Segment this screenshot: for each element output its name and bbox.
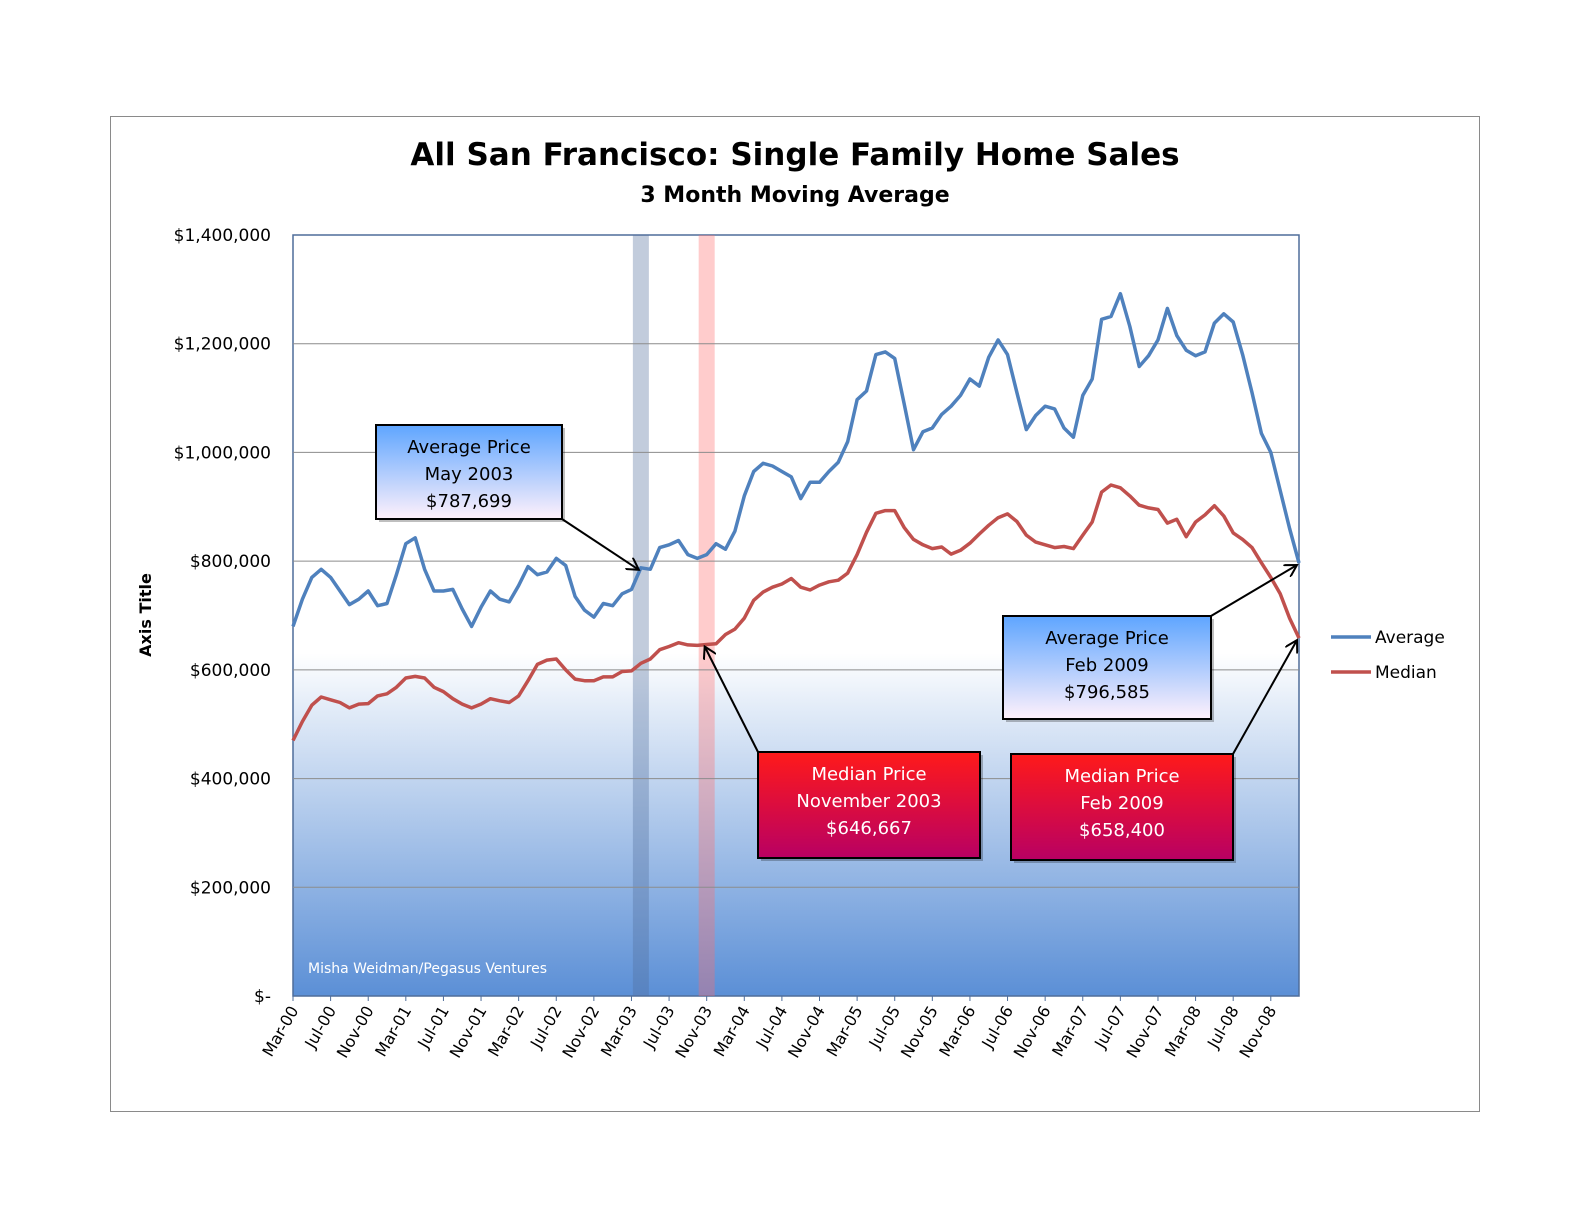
x-tick-label: Mar-05	[822, 1003, 866, 1060]
x-tick-label: Jul-02	[526, 1003, 566, 1053]
series-lines	[291, 291, 1301, 742]
series-line-average	[291, 291, 1301, 629]
x-tick-label: Mar-04	[710, 1003, 754, 1060]
x-tick-label: Mar-01	[371, 1003, 415, 1060]
highlight-band-0	[632, 235, 649, 996]
x-tick-label: Mar-06	[935, 1003, 979, 1060]
x-tick-label: Nov-06	[1010, 1003, 1055, 1062]
annotation-box-3: Median Price Feb 2009 $658,400	[1010, 753, 1236, 863]
y-tick-label: $1,400,000	[174, 226, 271, 246]
highlight-bands	[632, 235, 715, 996]
x-tick-label: Nov-07	[1123, 1003, 1168, 1062]
legend: Average Median	[1331, 628, 1445, 683]
annotation-text: November 2003	[796, 791, 941, 812]
annotation-text: May 2003	[425, 464, 514, 485]
x-tick-label: Jul-04	[752, 1003, 792, 1053]
y-tick-label: $600,000	[190, 661, 271, 681]
x-tick-label: Jul-01	[413, 1003, 453, 1053]
x-tick-label: Nov-03	[671, 1003, 716, 1062]
annotation-text: Median Price	[1064, 766, 1179, 787]
annotation-arrow-2	[1210, 565, 1297, 617]
annotation-text: $658,400	[1079, 820, 1165, 841]
x-tick-label: Nov-04	[784, 1003, 829, 1062]
annotation-arrow-1	[705, 646, 759, 753]
y-axis-title: Axis Title	[136, 573, 155, 657]
x-tick-labels: Mar-00Jul-00Nov-00Mar-01Jul-01Nov-01Mar-…	[258, 996, 1280, 1061]
x-tick-label: Jul-08	[1203, 1003, 1243, 1053]
gridlines	[293, 343, 1299, 888]
x-tick-label: Jul-07	[1090, 1003, 1130, 1053]
x-tick-label: Nov-01	[446, 1003, 491, 1062]
annotation-arrows	[561, 518, 1297, 755]
y-tick-label: $400,000	[190, 770, 271, 790]
chart-subtitle: 3 Month Moving Average	[640, 183, 949, 208]
annotation-text: $787,699	[426, 491, 512, 512]
annotation-box-2: Average Price Feb 2009 $796,585	[1002, 615, 1214, 722]
annotation-text: Average Price	[1045, 628, 1169, 649]
annotation-text: Feb 2009	[1065, 655, 1148, 676]
x-tick-label: Mar-03	[597, 1003, 641, 1060]
x-tick-label: Mar-02	[484, 1003, 528, 1060]
chart-frame: All San Francisco: Single Family Home Sa…	[110, 116, 1480, 1112]
legend-label-average: Average	[1375, 628, 1445, 648]
legend-label-median: Median	[1375, 663, 1437, 683]
y-tick-label: $1,200,000	[174, 335, 271, 355]
x-tick-label: Mar-08	[1161, 1003, 1205, 1060]
y-tick-labels: $- $200,000 $400,000 $600,000 $800,000 $1,000…	[174, 226, 271, 1007]
x-tick-label: Nov-02	[558, 1003, 603, 1062]
annotation-text: $796,585	[1064, 682, 1150, 703]
y-tick-label: $1,000,000	[174, 443, 271, 463]
watermark-text: Misha Weidman/Pegasus Ventures	[308, 961, 547, 977]
chart-svg: All San Francisco: Single Family Home Sa…	[136, 137, 1445, 1061]
x-tick-label: Nov-00	[333, 1003, 378, 1062]
annotation-text: Average Price	[407, 437, 531, 458]
x-tick-label: Jul-00	[300, 1003, 340, 1053]
series-line-median	[291, 483, 1301, 742]
annotation-text: Feb 2009	[1080, 793, 1163, 814]
x-tick-label: Mar-00	[258, 1003, 302, 1060]
highlight-band-1	[698, 235, 715, 996]
x-tick-label: Jul-05	[865, 1003, 905, 1053]
y-tick-label: $-	[254, 987, 271, 1007]
y-tick-label: $200,000	[190, 878, 271, 898]
annotation-text: $646,667	[826, 818, 912, 839]
annotation-arrow-0	[561, 518, 639, 570]
annotation-boxes: Average Price May 2003 $787,699 Median Pric…	[375, 424, 1236, 863]
x-tick-label: Mar-07	[1048, 1003, 1092, 1060]
x-tick-label: Nov-05	[897, 1003, 942, 1062]
chart-title: All San Francisco: Single Family Home Sa…	[410, 137, 1179, 173]
x-tick-label: Jul-06	[977, 1003, 1017, 1053]
annotation-box-1: Median Price November 2003 $646,667	[757, 751, 983, 861]
annotation-text: Median Price	[811, 764, 926, 785]
annotation-arrow-3	[1232, 640, 1297, 755]
x-tick-label: Nov-08	[1235, 1003, 1280, 1062]
annotation-box-0: Average Price May 2003 $787,699	[375, 424, 565, 522]
y-tick-label: $800,000	[190, 552, 271, 572]
x-tick-label: Jul-03	[639, 1003, 679, 1053]
